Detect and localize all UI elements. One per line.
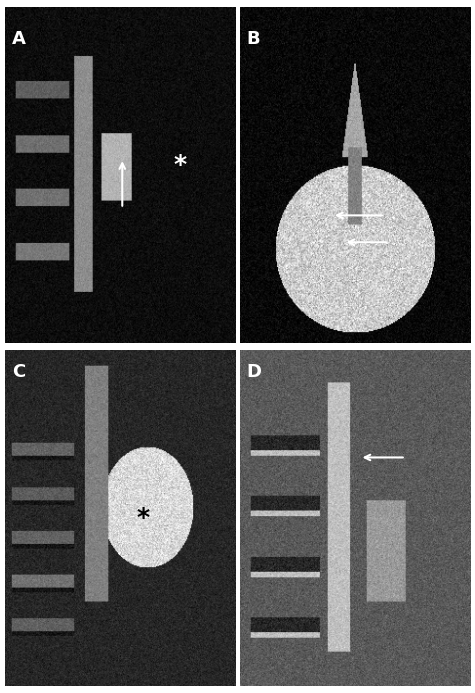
Text: *: * bbox=[173, 153, 187, 177]
Text: D: D bbox=[247, 363, 262, 381]
Text: *: * bbox=[136, 506, 150, 530]
Text: A: A bbox=[12, 30, 26, 49]
Text: C: C bbox=[12, 363, 25, 381]
Text: B: B bbox=[247, 30, 260, 49]
